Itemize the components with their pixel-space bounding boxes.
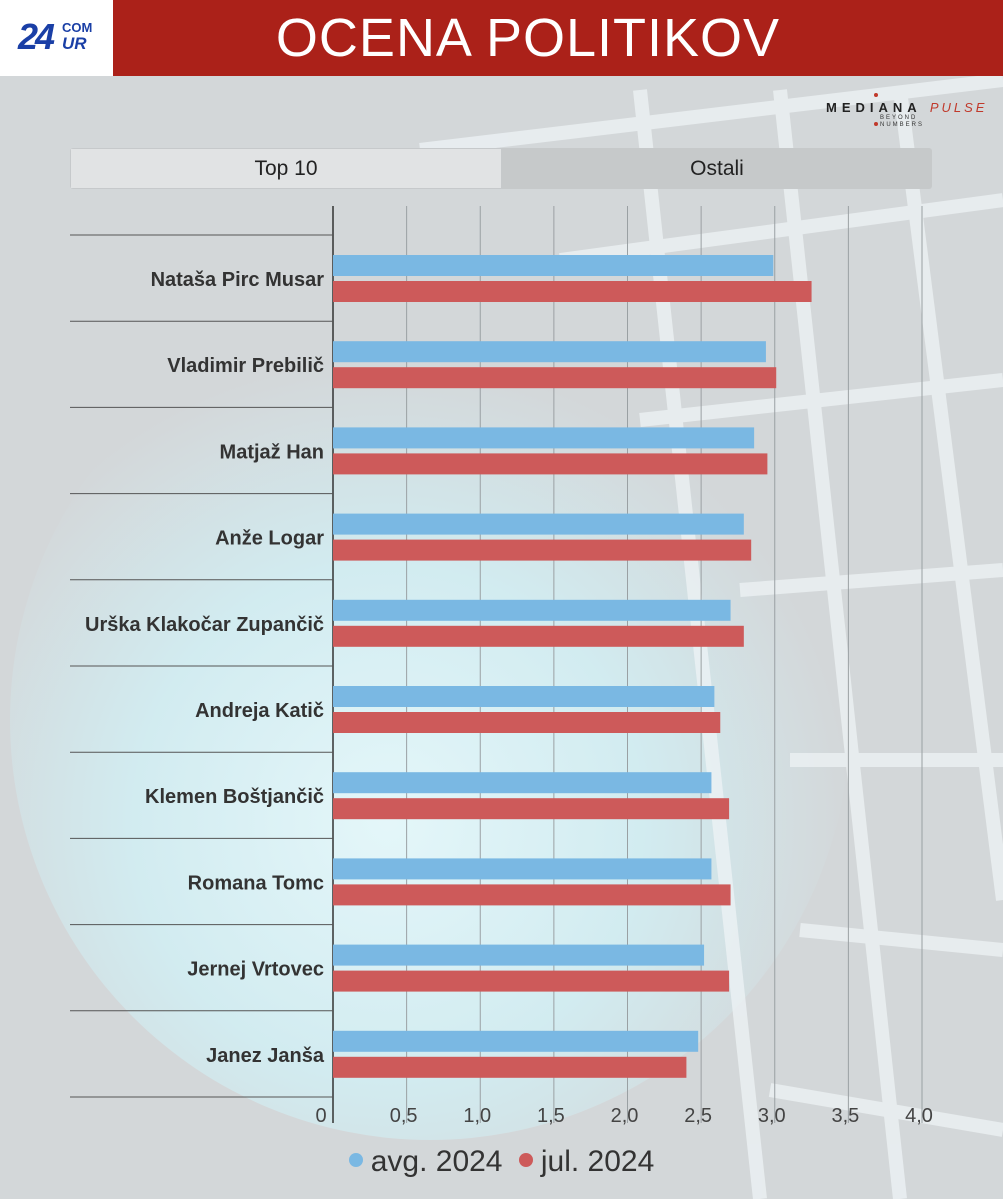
brand-suffix: PULSE [929,100,988,115]
category-label: Klemen Boštjančič [145,786,324,808]
category-label: Andreja Katič [195,700,324,722]
x-tick-label: 3,5 [831,1105,859,1127]
bar-jul-2024 [333,884,731,906]
bar-avg-2024 [333,772,712,794]
category-label: Matjaž Han [220,441,324,463]
bar-jul-2024 [333,539,752,561]
x-tick-label: 3,0 [758,1105,786,1127]
mediana-pulse-logo: MEDIANA PULSE BEYOND NUMBERS [826,93,996,129]
brand-tagline-1: BEYOND [880,115,918,121]
x-tick-label: 2,0 [611,1105,639,1127]
bar-jul-2024 [333,712,721,733]
legend-item-jul-2024[interactable]: jul. 2024 [518,1145,655,1179]
bar-avg-2024 [333,255,774,276]
category-label: Anže Logar [215,528,324,550]
legend-dot-blue-icon [348,1153,363,1168]
site-logo[interactable]: 24 COM UR [0,0,113,76]
bar-avg-2024 [333,1030,699,1052]
category-label: Urška Klakočar Zupančič [85,614,324,636]
bar-avg-2024 [333,858,712,880]
bar-jul-2024 [333,970,730,992]
x-tick-label: 4,0 [905,1105,933,1127]
page-title: OCENA POLITIKOV [275,8,781,68]
tab-top-10[interactable]: Top 10 [70,148,502,189]
bar-avg-2024 [333,944,705,966]
category-label: Jernej Vrtovec [187,959,324,981]
header-bar: 24 COM UR OCENA POLITIKOV [0,0,1003,76]
logo-number: 24 [18,16,55,57]
bar-jul-2024 [333,367,777,389]
bar-avg-2024 [333,341,766,363]
category-label: Romana Tomc [188,872,324,894]
x-tick-label: 2,5 [684,1105,712,1127]
x-tick-label: 0,5 [390,1105,418,1127]
chart-legend: avg. 2024 jul. 2024 [0,1145,1003,1179]
logo-bottom-text: UR [62,34,87,53]
bar-avg-2024 [333,686,715,707]
brand-tagline-2: NUMBERS [880,122,925,128]
bar-jul-2024 [333,798,730,820]
bar-jul-2024 [333,453,768,475]
bar-jul-2024 [333,1056,687,1078]
x-tick-label: 1,5 [537,1105,565,1127]
x-tick-label: 1,0 [463,1105,491,1127]
brand-dot-icon [874,122,878,126]
x-tick-label: 0 [315,1105,326,1127]
legend-label: avg. 2024 [370,1145,503,1178]
tab-bar: Top 10 Ostali [70,148,932,189]
brand-name: MEDIANA [826,100,922,115]
bar-jul-2024 [333,625,744,647]
tab-ostali[interactable]: Ostali [502,148,932,189]
bar-avg-2024 [333,427,755,449]
legend-label: jul. 2024 [540,1145,655,1178]
bar-avg-2024 [333,599,731,621]
legend-item-avg-2024[interactable]: avg. 2024 [348,1145,503,1179]
logo-top-text: COM [62,20,93,35]
category-label: Vladimir Prebilič [167,355,324,377]
category-label: Nataša Pirc Musar [151,269,325,291]
bar-jul-2024 [333,281,812,302]
category-label: Janez Janša [206,1045,325,1067]
bar-avg-2024 [333,513,744,535]
brand-dot-icon [874,93,878,97]
legend-dot-red-icon [518,1153,533,1168]
